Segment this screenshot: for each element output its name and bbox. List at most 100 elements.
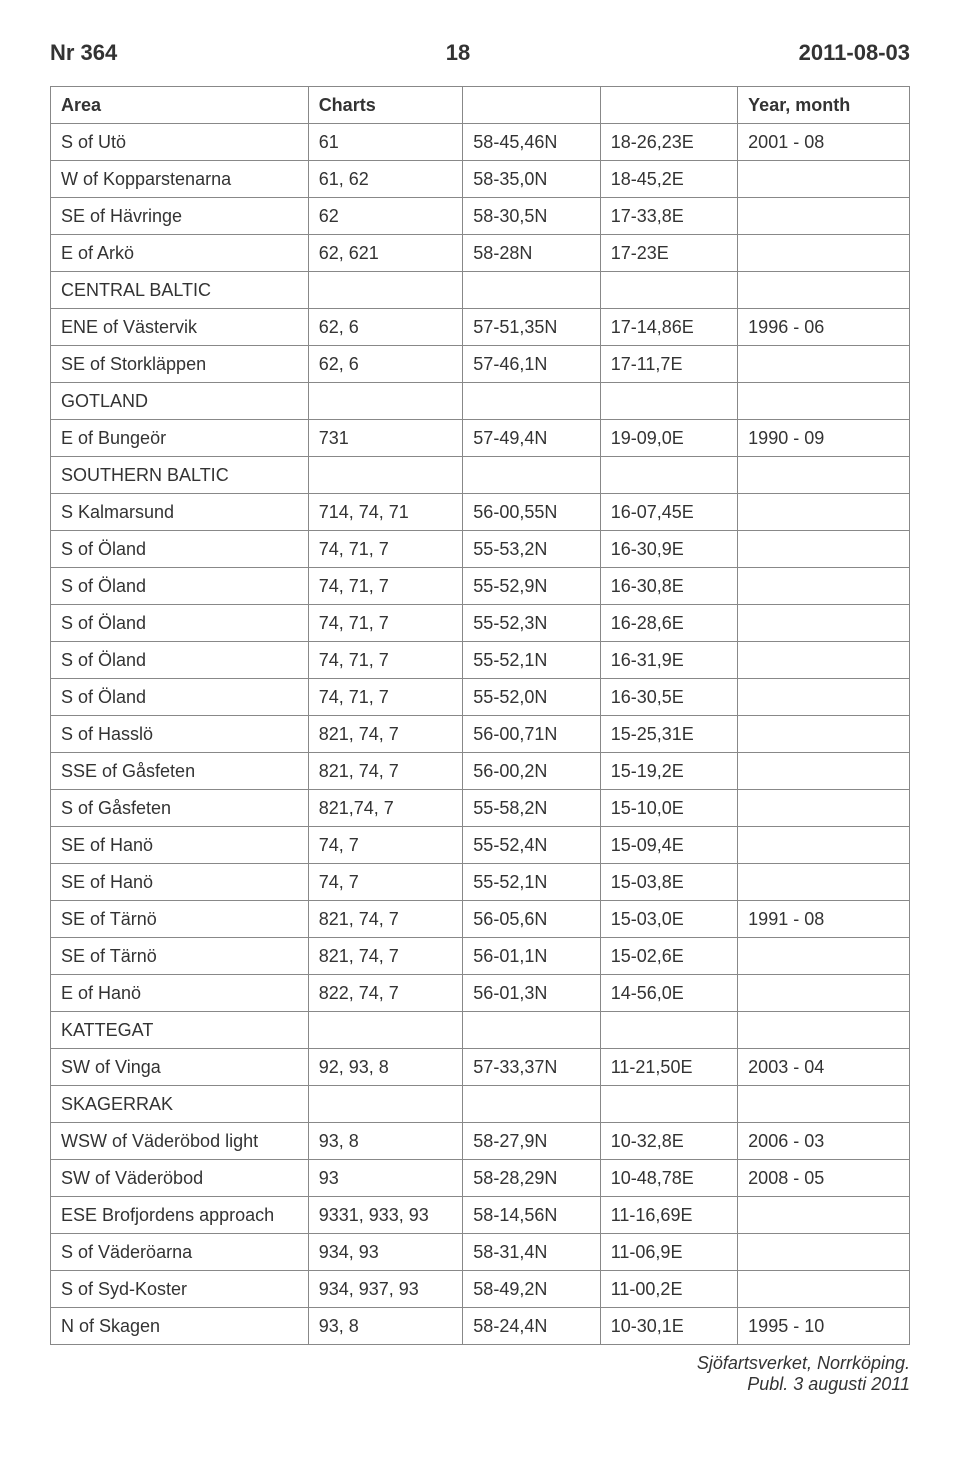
- table-row: S of Gåsfeten821,74, 755-58,2N15-10,0E: [51, 790, 910, 827]
- table-row: S of Väderöarna934, 9358-31,4N11-06,9E: [51, 1234, 910, 1271]
- table-cell: 62, 621: [308, 235, 463, 272]
- table-cell: 62: [308, 198, 463, 235]
- table-cell: 2003 - 04: [738, 1049, 910, 1086]
- table-row: SW of Vinga92, 93, 857-33,37N11-21,50E20…: [51, 1049, 910, 1086]
- table-cell: 19-09,0E: [600, 420, 737, 457]
- table-cell: [600, 272, 737, 309]
- table-row: S of Öland74, 71, 755-52,1N16-31,9E: [51, 642, 910, 679]
- table-cell: 821, 74, 7: [308, 901, 463, 938]
- table-cell: 821,74, 7: [308, 790, 463, 827]
- table-cell: S of Öland: [51, 642, 309, 679]
- table-cell: 55-52,1N: [463, 864, 600, 901]
- table-cell: 56-01,1N: [463, 938, 600, 975]
- table-cell: 56-00,2N: [463, 753, 600, 790]
- table-row: S of Öland74, 71, 755-52,0N16-30,5E: [51, 679, 910, 716]
- table-cell: 15-19,2E: [600, 753, 737, 790]
- table-cell: ENE of Västervik: [51, 309, 309, 346]
- table-cell: 58-28,29N: [463, 1160, 600, 1197]
- table-cell: [738, 605, 910, 642]
- table-cell: 74, 71, 7: [308, 531, 463, 568]
- table-cell: 2008 - 05: [738, 1160, 910, 1197]
- table-cell: 74, 71, 7: [308, 568, 463, 605]
- table-row: SE of Storkläppen62, 657-46,1N17-11,7E: [51, 346, 910, 383]
- table-cell: 62, 6: [308, 346, 463, 383]
- table-cell: [738, 457, 910, 494]
- table-cell: 17-11,7E: [600, 346, 737, 383]
- table-row: SE of Hanö74, 755-52,1N15-03,8E: [51, 864, 910, 901]
- table-cell: S of Hasslö: [51, 716, 309, 753]
- table-cell: 10-32,8E: [600, 1123, 737, 1160]
- table-cell: [738, 383, 910, 420]
- table-cell: E of Bungeör: [51, 420, 309, 457]
- table-cell: 58-24,4N: [463, 1308, 600, 1345]
- table-body: S of Utö6158-45,46N18-26,23E2001 - 08W o…: [51, 124, 910, 1345]
- table-cell: 934, 937, 93: [308, 1271, 463, 1308]
- table-cell: W of Kopparstenarna: [51, 161, 309, 198]
- table-cell: 55-58,2N: [463, 790, 600, 827]
- table-row: W of Kopparstenarna61, 6258-35,0N18-45,2…: [51, 161, 910, 198]
- table-row: S of Öland74, 71, 755-53,2N16-30,9E: [51, 531, 910, 568]
- table-row: WSW of Väderöbod light93, 858-27,9N10-32…: [51, 1123, 910, 1160]
- table-cell: [738, 679, 910, 716]
- table-cell: 18-45,2E: [600, 161, 737, 198]
- table-cell: SW of Väderöbod: [51, 1160, 309, 1197]
- table-cell: 11-00,2E: [600, 1271, 737, 1308]
- table-cell: [738, 790, 910, 827]
- table-cell: [738, 161, 910, 198]
- table-cell: S of Syd-Koster: [51, 1271, 309, 1308]
- table-cell: [463, 457, 600, 494]
- table-cell: [308, 1012, 463, 1049]
- table-cell: 10-30,1E: [600, 1308, 737, 1345]
- table-cell: [738, 272, 910, 309]
- table-cell: 56-00,55N: [463, 494, 600, 531]
- table-cell: 17-33,8E: [600, 198, 737, 235]
- table-cell: [308, 1086, 463, 1123]
- table-cell: 10-48,78E: [600, 1160, 737, 1197]
- table-cell: ESE Brofjordens approach: [51, 1197, 309, 1234]
- table-cell: 1995 - 10: [738, 1308, 910, 1345]
- table-cell: 16-30,5E: [600, 679, 737, 716]
- table-cell: [738, 235, 910, 272]
- table-cell: 15-03,0E: [600, 901, 737, 938]
- table-cell: [738, 198, 910, 235]
- table-cell: 56-00,71N: [463, 716, 600, 753]
- table-row: E of Bungeör73157-49,4N19-09,0E1990 - 09: [51, 420, 910, 457]
- page-header: Nr 364 18 2011-08-03: [50, 40, 910, 66]
- table-cell: 58-28N: [463, 235, 600, 272]
- table-row: S Kalmarsund714, 74, 7156-00,55N16-07,45…: [51, 494, 910, 531]
- table-cell: SE of Storkläppen: [51, 346, 309, 383]
- table-cell: S of Öland: [51, 605, 309, 642]
- header-right: 2011-08-03: [799, 40, 910, 66]
- table-row: ESE Brofjordens approach9331, 933, 9358-…: [51, 1197, 910, 1234]
- table-cell: [463, 272, 600, 309]
- table-cell: 9331, 933, 93: [308, 1197, 463, 1234]
- table-cell: SE of Hanö: [51, 864, 309, 901]
- table-cell: 92, 93, 8: [308, 1049, 463, 1086]
- table-cell: [463, 1012, 600, 1049]
- table-cell: 74, 7: [308, 827, 463, 864]
- table-cell: 17-14,86E: [600, 309, 737, 346]
- table-cell: S of Öland: [51, 531, 309, 568]
- table-cell: 11-21,50E: [600, 1049, 737, 1086]
- table-cell: 11-06,9E: [600, 1234, 737, 1271]
- table-cell: 56-05,6N: [463, 901, 600, 938]
- table-cell: 55-52,4N: [463, 827, 600, 864]
- table-cell: 15-02,6E: [600, 938, 737, 975]
- table-cell: SKAGERRAK: [51, 1086, 309, 1123]
- table-cell: 1991 - 08: [738, 901, 910, 938]
- table-row: S of Öland74, 71, 755-52,3N16-28,6E: [51, 605, 910, 642]
- col-charts: Charts: [308, 87, 463, 124]
- table-cell: 1990 - 09: [738, 420, 910, 457]
- table-cell: [738, 346, 910, 383]
- table-cell: 93: [308, 1160, 463, 1197]
- table-cell: 57-51,35N: [463, 309, 600, 346]
- table-cell: 61, 62: [308, 161, 463, 198]
- table-cell: SE of Tärnö: [51, 901, 309, 938]
- table-cell: [308, 272, 463, 309]
- col-year: Year, month: [738, 87, 910, 124]
- table-cell: SE of Hanö: [51, 827, 309, 864]
- table-cell: 15-25,31E: [600, 716, 737, 753]
- table-cell: [600, 383, 737, 420]
- table-cell: E of Hanö: [51, 975, 309, 1012]
- table-row: N of Skagen93, 858-24,4N10-30,1E1995 - 1…: [51, 1308, 910, 1345]
